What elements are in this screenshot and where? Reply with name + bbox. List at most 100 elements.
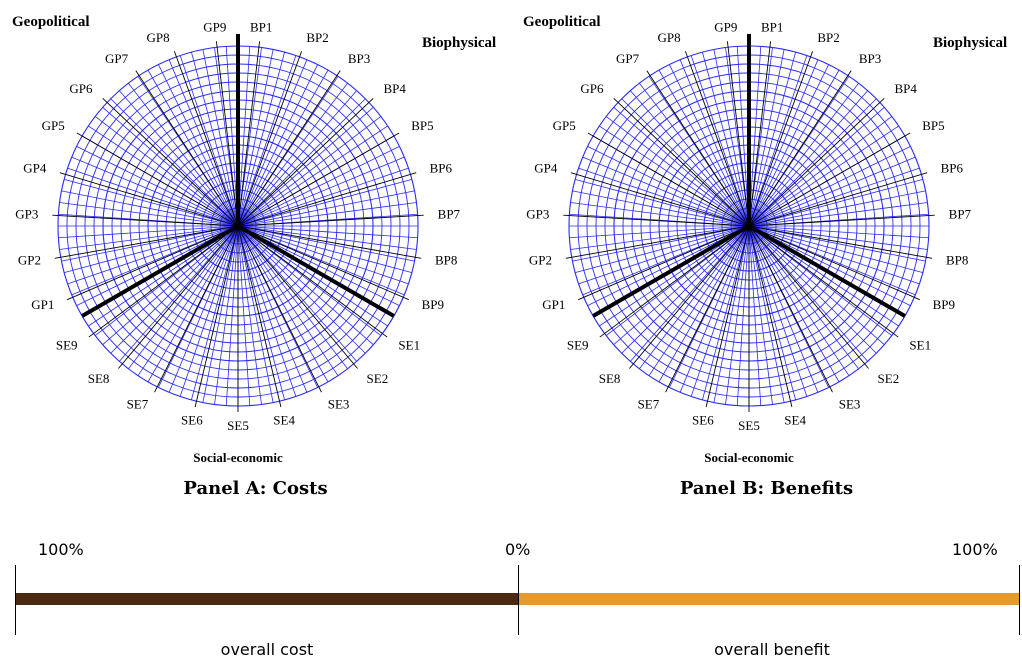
grid-spoke (748, 49, 785, 227)
grid-lines (57, 45, 419, 407)
spoke-bp2 (748, 51, 814, 227)
spoke-se4 (237, 225, 282, 408)
spoke-bp6 (748, 172, 928, 227)
grid-spoke (119, 90, 239, 227)
grid-spoke (237, 225, 409, 285)
grid-spoke (64, 225, 239, 273)
spoke-label-bp7: BP7 (438, 206, 461, 221)
grid-spoke (658, 69, 750, 227)
grid-spoke (214, 225, 239, 405)
grid-spoke (748, 116, 893, 227)
spoke-label-gp6: GP6 (580, 81, 604, 96)
overall-benefit-bar (519, 593, 1019, 605)
spoke-bp8 (748, 225, 933, 259)
grid-spoke (748, 225, 885, 345)
spoke-label-se4: SE4 (273, 413, 295, 428)
spoke-se9 (88, 225, 239, 338)
grid-spoke (578, 225, 750, 285)
grid-spoke (713, 225, 750, 403)
spoke-se6 (705, 225, 750, 408)
spoke-label-se6: SE6 (692, 413, 714, 428)
scale-center-tick (518, 565, 519, 635)
grid-spoke (237, 156, 405, 227)
grid-spoke (748, 225, 926, 262)
grid-spoke (748, 156, 916, 227)
spoke-bp7 (237, 214, 424, 227)
spoke-label-gp7: GP7 (105, 51, 129, 66)
spoke-gp7 (135, 70, 239, 227)
spoke-gp4 (59, 172, 239, 227)
grid-spoke (237, 116, 382, 227)
group-label-social-economic: Social-economic (704, 450, 794, 465)
spoke-label-gp2: GP2 (529, 253, 552, 268)
grid-spoke (748, 98, 877, 227)
grid-spoke (748, 125, 899, 227)
spoke-bp5 (237, 132, 400, 227)
grid-spoke (587, 146, 750, 227)
grid-spoke (76, 146, 239, 227)
grid-spoke (119, 225, 239, 362)
grid-spoke (237, 146, 400, 227)
grid-spoke (748, 225, 785, 403)
spoke-gp8 (173, 51, 239, 227)
grid-spoke (237, 52, 285, 227)
grid-spoke (748, 90, 868, 227)
grid-spoke (168, 59, 239, 227)
spoke-gp3 (52, 214, 239, 227)
spoke-se8 (629, 225, 750, 369)
spoke-gp5 (587, 132, 750, 227)
grid-spoke (748, 202, 928, 227)
spoke-label-se5: SE5 (738, 418, 760, 433)
spoke-gp7 (646, 70, 750, 227)
grid-spoke (679, 59, 750, 227)
grid-spoke (702, 52, 750, 227)
grid-spoke (237, 64, 318, 227)
spoke-label-bp4: BP4 (383, 81, 406, 96)
grid-spoke (179, 55, 239, 227)
spoke-label-gp4: GP4 (534, 161, 558, 176)
grid-spoke (748, 225, 796, 400)
grid-spoke (748, 69, 840, 227)
group-label-geopolitical: Geopolitical (523, 14, 601, 30)
grid-spoke (725, 225, 750, 405)
spoke-bp3 (748, 70, 852, 227)
grid-spoke (59, 225, 239, 250)
grid-spoke (237, 225, 366, 354)
spoke-label-se3: SE3 (839, 397, 861, 412)
grid-spoke (71, 156, 239, 227)
spoke-bp9 (748, 225, 920, 301)
spoke-label-se5: SE5 (227, 418, 249, 433)
grid-spoke (748, 225, 808, 397)
spoke-gp2 (54, 225, 239, 259)
spoke-label-se2: SE2 (367, 371, 389, 386)
spoke-label-se3: SE3 (328, 397, 350, 412)
grid-spoke (748, 225, 877, 354)
spoke-se3 (237, 225, 322, 393)
spoke-se3 (748, 225, 833, 393)
overall-cost-caption: overall cost (220, 640, 314, 659)
spoke-gp6 (613, 98, 750, 227)
grid-spoke (570, 225, 750, 250)
spoke-gp5 (76, 132, 239, 227)
panel-benefits: BP1 BP2 BP3 BP4 BP5 BP6 BP7 BP8 BP9 SE1 SE2 SE3 SE4 S… (511, 0, 1022, 510)
grid-spoke (669, 64, 750, 227)
spoke-label-bp4: BP4 (894, 81, 917, 96)
spoke-label-se8: SE8 (88, 371, 110, 386)
grid-spoke (237, 59, 308, 227)
spoke-label-se9: SE9 (567, 337, 589, 352)
grid-spoke (575, 179, 750, 227)
spoke-label-se9: SE9 (56, 337, 78, 352)
spoke-label-se7: SE7 (638, 397, 660, 412)
spoke-label-bp6: BP6 (430, 161, 453, 176)
grid-spoke (748, 190, 926, 227)
spoke-label-gp1: GP1 (542, 297, 565, 312)
spoke-bp1 (237, 41, 261, 227)
spoke-label-bp1: BP1 (250, 19, 272, 34)
grid-spoke (61, 190, 239, 227)
spoke-bp1 (748, 41, 772, 227)
grid-spoke (128, 225, 239, 370)
grid-spoke (191, 52, 239, 227)
grid-spoke (748, 225, 840, 383)
grid-spoke (225, 225, 239, 406)
spoke-se1 (237, 225, 388, 338)
